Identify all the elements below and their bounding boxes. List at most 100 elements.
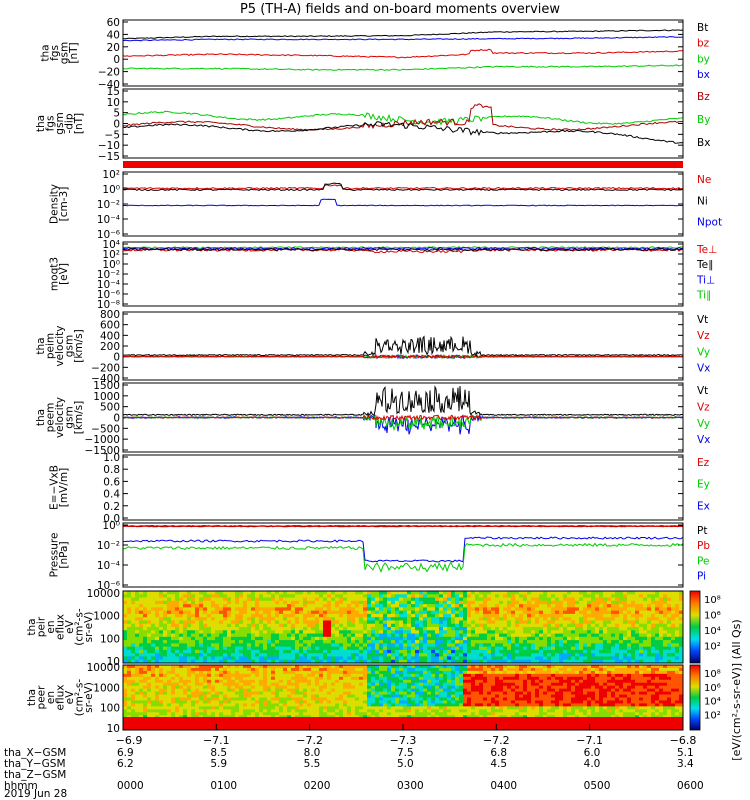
spectrogram-cell [319,623,324,628]
spectrogram-cell [639,630,644,635]
spectrogram-cell [439,640,444,644]
spectrogram-cell [403,665,408,669]
spectrogram-cell [475,643,480,648]
spectrogram-cell [411,613,416,618]
spectrogram-cell [131,659,136,663]
spectrogram-cell [219,649,224,654]
spectrogram-cell [627,604,632,608]
spectrogram-cell [227,653,232,658]
spectrogram-cell [139,670,144,675]
spectrogram-cell [203,604,208,608]
legend-Ez: Ez [697,457,710,469]
spectrogram-cell [291,691,296,696]
spectrogram-cell [251,685,256,690]
spectrogram-cell [411,679,416,684]
spectrogram-cell [331,643,336,648]
spectrogram-cell [399,665,404,669]
spectrogram-cell [503,604,508,608]
spectrogram-cell [667,591,672,595]
spectrogram-cell [303,673,308,678]
spectrogram-cell [415,679,420,684]
spectrogram-cell [159,700,164,704]
spectrogram-cell [495,610,500,615]
spectrogram-cell [135,682,140,687]
spectrogram-cell [123,607,128,612]
spectrogram-cell [435,633,440,638]
spectrogram-cell [143,673,148,678]
spectrogram-cell [663,653,668,658]
spectrogram-cell [531,630,536,635]
spectrogram-cell [639,640,644,644]
spectrogram-cell [231,633,236,638]
spectrogram-cell [631,653,636,658]
spectrogram-cell [151,607,156,612]
spectrogram-cell [391,706,396,710]
spectrogram-cell [295,623,300,628]
spectrogram-cell [175,630,180,635]
spectrogram-cell [183,594,188,599]
spectrogram-cell [671,633,676,638]
spectrogram-cell [295,591,300,595]
panel-frame [122,590,684,664]
spectrogram-cell [635,627,640,631]
spectrogram-cell [443,656,448,661]
spectrogram-cell [199,607,204,612]
spectrogram-cell [311,688,316,693]
spectrogram-cell [247,665,252,669]
spectrogram-cell [371,633,376,638]
spectrogram-cell [367,604,372,608]
spectrogram-cell [371,659,376,663]
spectrogram-cell [539,620,544,625]
spectrogram-cell [267,610,272,615]
spectrogram-cell [267,712,272,716]
spectrogram-cell [275,682,280,687]
spectrogram-cell [423,656,428,661]
spectrogram-cell [659,620,664,625]
spectrogram-cell [307,691,312,696]
spectrogram-cell [371,597,376,602]
spectrogram-cell [183,620,188,625]
spectrogram-cell [467,617,472,622]
spectrogram-cell [663,607,668,612]
spectrogram-cell [139,706,144,710]
spectrogram-cell [207,703,212,707]
spectrogram-cell [407,656,412,661]
spectrogram-cell [559,607,564,612]
spectrogram-cell [319,633,324,638]
spectrogram-cell [651,600,656,605]
spectrogram-cell [339,649,344,654]
spectrogram-cell [279,604,284,608]
spectrogram-cell [387,712,392,716]
spectrogram-cell [363,665,368,669]
spectrogram-cell [547,610,552,615]
spectrogram-cell [475,594,480,599]
panel-content [123,246,683,254]
spectrogram-cell [635,617,640,622]
spectrogram-cell [651,653,656,658]
spectrogram-cell [295,682,300,687]
spectrogram-cell [295,597,300,602]
spectrogram-cell [419,617,424,622]
spectrogram-cell [531,604,536,608]
spectrogram-cell [531,617,536,622]
spectrogram-cell [143,623,148,628]
spectrogram-cell [511,597,516,602]
spectrogram-cell [235,667,240,672]
spectrogram-cell [179,706,184,710]
spectrogram-cell [363,623,368,628]
spectrogram-cell [139,703,144,707]
spectrogram-cell [171,688,176,693]
spectrogram-cell [123,653,128,658]
spectrogram-cell [283,604,288,608]
spectrogram-cell [631,604,636,608]
ytick-label: 15 [107,86,120,98]
spectrogram-cell [143,679,148,684]
spectrogram-cell [159,697,164,702]
spectrogram-cell [235,653,240,658]
spectrogram-cell [459,636,464,641]
spectrogram-cell [195,607,200,612]
spectrogram-cell [167,591,172,595]
spectrogram-cell [291,679,296,684]
spectrogram-cell [611,636,616,641]
spectrogram-cell [499,613,504,618]
